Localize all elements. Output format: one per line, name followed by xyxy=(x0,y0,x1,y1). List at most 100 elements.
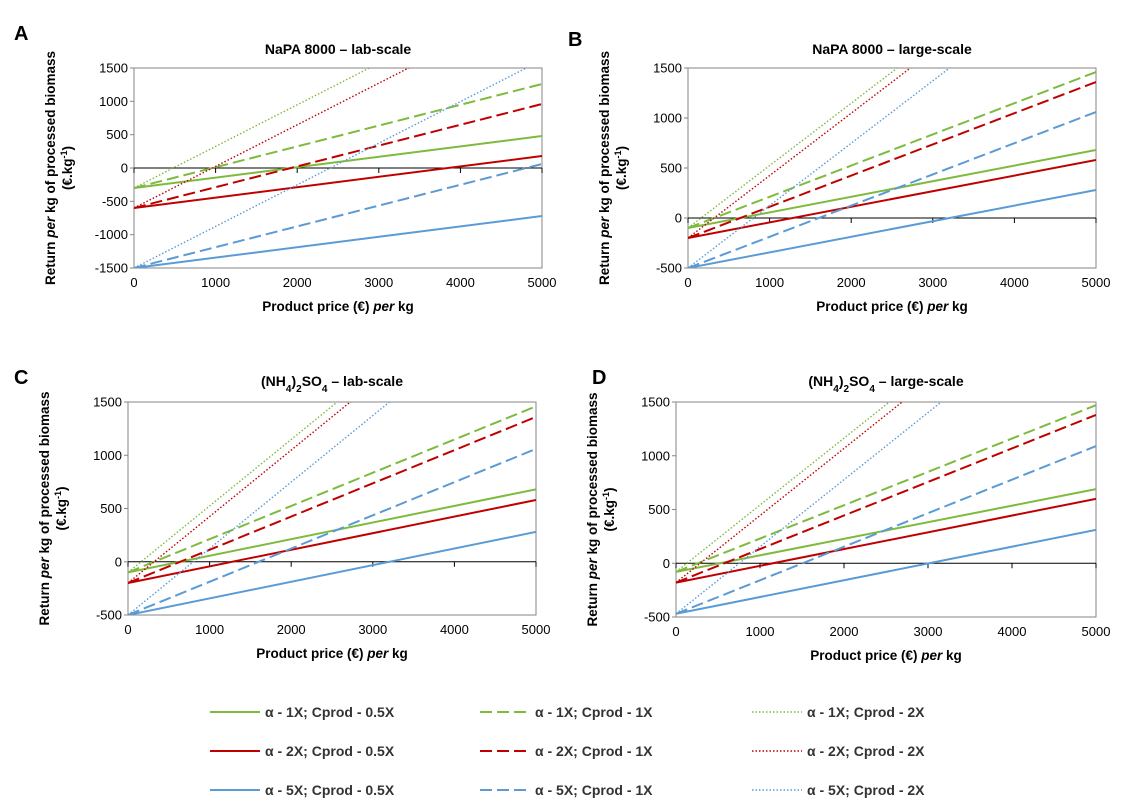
panel-a: A NaPA 8000 – lab-scale 0 1000 2000 3000 4000 5… xyxy=(14,23,557,314)
y-tick-label: 500 xyxy=(660,161,682,176)
x-tick-label: 3000 xyxy=(918,275,947,290)
series-line xyxy=(128,530,536,615)
x-tick-label: 3000 xyxy=(914,624,943,639)
panel-letter: A xyxy=(14,23,28,45)
series-line xyxy=(134,215,542,268)
series-line xyxy=(676,402,891,573)
series-line xyxy=(134,103,542,209)
series-group xyxy=(128,402,536,615)
y-tick-label: 1000 xyxy=(653,111,682,126)
x-tick-label: 1000 xyxy=(201,275,230,290)
series-line xyxy=(134,68,411,209)
x-axis-title: Product price (€) per kg xyxy=(816,299,968,314)
y-tick-label: 0 xyxy=(663,556,670,571)
x-axis-title: Product price (€) per kg xyxy=(256,646,408,661)
x-tick-label: 4000 xyxy=(1000,275,1029,290)
y-tick-label: -500 xyxy=(96,608,122,623)
y-axis-title: Return per kg of processed biomass xyxy=(585,392,600,626)
panel-title: NaPA 8000 – lab-scale xyxy=(265,41,412,57)
x-tick-label: 3000 xyxy=(358,622,387,637)
x-tick-label: 2000 xyxy=(277,622,306,637)
plot-area xyxy=(687,67,1097,269)
series-line xyxy=(128,402,352,584)
series-line xyxy=(676,497,1096,584)
x-tick-label: 0 xyxy=(672,624,679,639)
series-line xyxy=(676,413,1096,584)
legend: α - 1X; Cprod - 0.5X α - 1X; Cprod - 1X α … xyxy=(210,704,925,798)
x-tick-label: 5000 xyxy=(1082,275,1111,290)
series-line xyxy=(676,445,1096,615)
series-line xyxy=(688,68,912,239)
series-line xyxy=(128,499,536,584)
series-line xyxy=(134,135,542,189)
panel-letter: D xyxy=(592,367,606,389)
x-tick-label: 0 xyxy=(124,622,131,637)
y-tick-label: 1000 xyxy=(641,448,670,463)
x-tick-label: 5000 xyxy=(528,275,557,290)
series-line xyxy=(676,528,1096,615)
y-tick-label: 0 xyxy=(121,161,128,176)
y-tick-label: 1000 xyxy=(99,94,128,109)
y-tick-label: 0 xyxy=(115,554,122,569)
series-line xyxy=(134,163,542,268)
y-tick-label: -1500 xyxy=(95,261,128,276)
panel-d: D (NH4)2SO4 – large-scale 0 1000 2000 3000 400… xyxy=(585,367,1111,663)
x-tick-label: 1000 xyxy=(755,275,784,290)
x-tick-label: 1000 xyxy=(195,622,224,637)
y-tick-label: 0 xyxy=(675,211,682,226)
y-tick-label: 500 xyxy=(100,501,122,516)
legend-label: α - 1X; Cprod - 1X xyxy=(535,704,653,720)
y-axis-title: Return per kg of processed biomass xyxy=(43,51,58,285)
series-line xyxy=(676,402,904,584)
series-line xyxy=(688,159,1096,239)
legend-label: α - 2X; Cprod - 0.5X xyxy=(265,743,395,759)
legend-label: α - 1X; Cprod - 0.5X xyxy=(265,704,395,720)
series-line xyxy=(128,402,339,573)
x-axis-title: Product price (€) per kg xyxy=(262,299,414,314)
series-line xyxy=(676,404,1096,573)
x-tick-label: 2000 xyxy=(837,275,866,290)
y-axis-unit: (€.kg-1) xyxy=(613,146,629,190)
series-line xyxy=(128,405,536,574)
series-line xyxy=(688,68,899,229)
y-tick-label: 1000 xyxy=(93,448,122,463)
series-line xyxy=(688,81,1096,239)
series-line xyxy=(688,71,1096,229)
panel-c: C (NH4)2SO4 – lab-scale 0 1000 2000 3000 4000 5… xyxy=(14,367,551,661)
plot-area xyxy=(675,401,1097,618)
y-tick-label: -500 xyxy=(102,194,128,209)
x-tick-label: 5000 xyxy=(522,622,551,637)
y-tick-label: 500 xyxy=(648,502,670,517)
y-tick-label: 1500 xyxy=(641,395,670,410)
series-line xyxy=(688,68,951,268)
panel-letter: B xyxy=(568,29,582,51)
series-line xyxy=(134,155,542,209)
y-tick-label: 1500 xyxy=(93,395,122,410)
series-line xyxy=(688,111,1096,268)
legend-label: α - 5X; Cprod - 0.5X xyxy=(265,782,395,798)
panel-title: NaPA 8000 – large-scale xyxy=(812,41,972,57)
series-group xyxy=(134,68,542,268)
legend-label: α - 5X; Cprod - 2X xyxy=(807,782,925,798)
x-tick-label: 1000 xyxy=(746,624,775,639)
y-axis-unit: (€.kg-1) xyxy=(53,486,69,530)
y-tick-label: 1500 xyxy=(653,61,682,76)
series-line xyxy=(688,189,1096,268)
series-line xyxy=(128,415,536,584)
series-line xyxy=(128,488,536,574)
plot-area xyxy=(127,401,537,616)
y-axis-unit: (€.kg-1) xyxy=(59,146,75,190)
panel-title: (NH4)2SO4 – large-scale xyxy=(808,373,963,395)
x-tick-label: 2000 xyxy=(830,624,859,639)
series-group xyxy=(688,68,1096,268)
series-group xyxy=(676,402,1096,615)
legend-label: α - 5X; Cprod - 1X xyxy=(535,782,653,798)
y-tick-label: -1000 xyxy=(95,227,128,242)
series-line xyxy=(128,447,536,615)
x-tick-label: 5000 xyxy=(1082,624,1111,639)
y-tick-label: -500 xyxy=(644,610,670,625)
x-tick-label: 0 xyxy=(684,275,691,290)
panel-b: B NaPA 8000 – large-scale 0 1000 2000 3000 400… xyxy=(568,29,1111,314)
panel-title: (NH4)2SO4 – lab-scale xyxy=(261,373,403,395)
